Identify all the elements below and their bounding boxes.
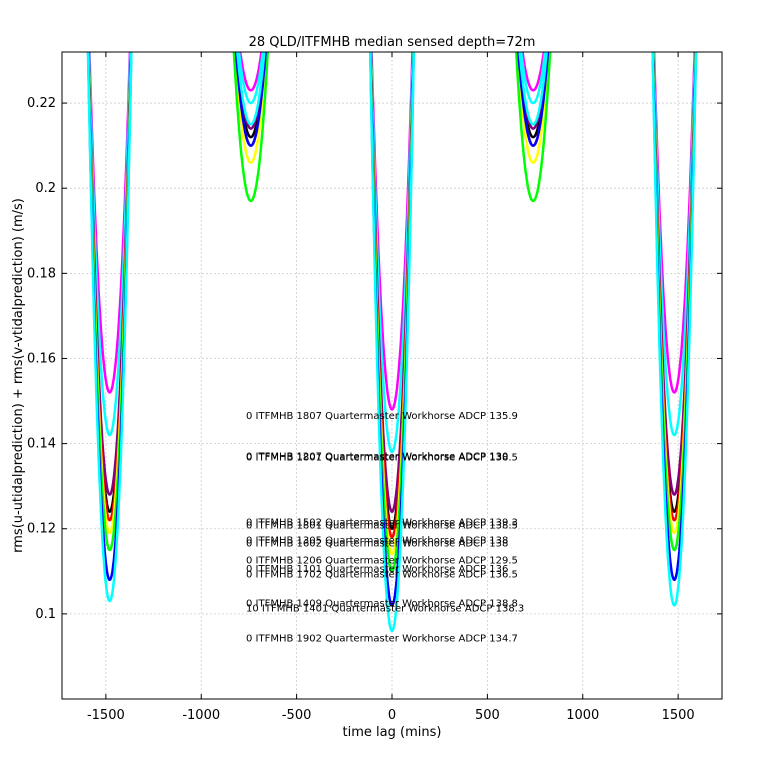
x-tick-label: 1500 — [662, 708, 695, 723]
y-tick-label: 0.1 — [35, 607, 56, 622]
x-tick-label: 500 — [475, 708, 500, 723]
annotation-label: 0 ITFMHB 1807 Quartermaster Workhorse AD… — [246, 411, 518, 422]
x-axis: -1500 -1000 -500 0 500 1000 1500 — [87, 52, 695, 723]
series-line — [87, 52, 697, 454]
annotation-label: 0 ITFMHB 1502 Quartermaster Workhorse AD… — [246, 517, 518, 528]
y-tick-label: 0.18 — [27, 266, 56, 281]
y-tick-label: 0.12 — [27, 522, 56, 537]
series-line — [87, 52, 697, 573]
x-axis-label: time lag (mins) — [343, 725, 442, 740]
y-tick-label: 0.16 — [27, 351, 56, 366]
series-group — [86, 52, 698, 632]
annotation-label: 0 ITFMHB 1101 Quartermaster Workhorse AD… — [246, 564, 508, 575]
annotation-label: 10 ITFMHB 1401 Quartermaster Workhorse A… — [246, 603, 524, 614]
annotations: 0 ITFMHB 1807 Quartermaster Workhorse AD… — [246, 411, 524, 645]
y-tick-label: 0.22 — [27, 96, 56, 111]
x-tick-label: 0 — [388, 708, 396, 723]
series-line — [88, 52, 696, 411]
series-line — [87, 52, 697, 513]
series-line — [87, 52, 697, 530]
y-tick-label: 0.14 — [27, 437, 56, 452]
series-line — [86, 52, 698, 607]
annotation-label: 0 ITFMHB 1206 Quartermaster Workhorse AD… — [246, 556, 518, 567]
y-axis-label: rms(u-utidalprediction) + rms(v-vtidalpr… — [11, 198, 26, 553]
x-tick-label: -1500 — [87, 708, 125, 723]
x-tick-label: -1000 — [182, 708, 220, 723]
x-tick-label: 1000 — [566, 708, 599, 723]
annotation-label: 0 ITFMHB 1801 Quartermaster Workhorse AD… — [246, 520, 518, 531]
annotation-label: 0 ITFMHB 1305 Quartermaster Workhorse AD… — [246, 536, 508, 547]
annotation-label: 0 ITFMHB 1207 Quartermaster Workhorse AD… — [246, 451, 508, 462]
annotation-label: 0 ITFMHB 1602 Quartermaster Workhorse AD… — [246, 539, 508, 550]
y-axis: 0.1 0.12 0.14 0.16 0.18 0.2 0.22 — [27, 96, 722, 622]
annotation-label: 0 ITFMHB 1902 Quartermaster Workhorse AD… — [246, 634, 518, 645]
grid — [62, 52, 722, 699]
annotation-label: 0 ITFMHB 1702 Quartermaster Workhorse AD… — [246, 570, 518, 581]
series-line — [86, 52, 698, 632]
x-tick-label: -500 — [282, 708, 312, 723]
annotation-label: 0 ITFMHB 1409 Quartermaster Workhorse AD… — [246, 599, 518, 610]
chart-title: 28 QLD/ITFMHB median sensed depth=72m — [249, 35, 536, 50]
series-line — [87, 52, 697, 556]
series-line — [87, 52, 697, 539]
annotation-label: 0 ITFMHB 1801 Quartermaster Workhorse AD… — [246, 453, 518, 464]
y-tick-label: 0.2 — [35, 181, 56, 196]
